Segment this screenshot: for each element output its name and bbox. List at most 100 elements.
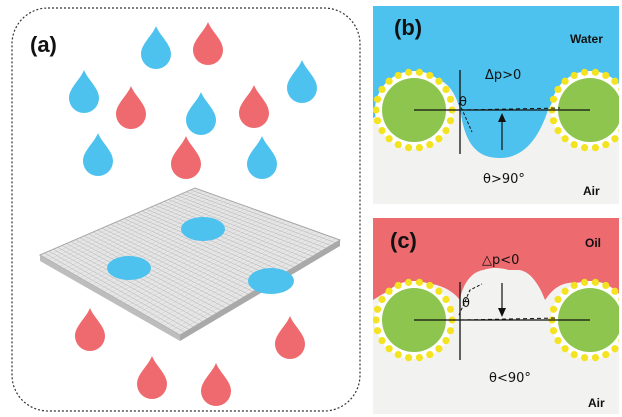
- nanoparticle: [602, 350, 610, 359]
- nanoparticle: [426, 281, 434, 290]
- weave-thread: [131, 221, 291, 308]
- nanoparticle: [385, 287, 393, 295]
- weave-thread: [181, 193, 327, 249]
- nanoparticle: [404, 68, 413, 76]
- weave-thread: [115, 216, 274, 299]
- dashed-line: [459, 317, 559, 321]
- mesh-edge-left: [40, 255, 180, 341]
- oil-droplet: [201, 363, 231, 406]
- weave-thread: [119, 217, 278, 301]
- water-label: Water: [570, 32, 603, 46]
- weave-thread: [123, 219, 283, 304]
- water-region: [373, 6, 619, 158]
- nanoparticle: [446, 305, 455, 313]
- weave-thread: [48, 250, 190, 330]
- nanoparticle: [591, 278, 600, 286]
- panel-c-label: (c): [390, 228, 417, 253]
- mesh-fabric: [38, 187, 342, 341]
- nanoparticle: [446, 327, 455, 335]
- weave-thread: [43, 189, 200, 258]
- weave-thread: [88, 233, 231, 306]
- oil-droplet: [171, 136, 201, 179]
- angle-condition-b: θ>90°: [483, 172, 525, 187]
- water-spot: [248, 268, 294, 294]
- weave-thread: [107, 213, 266, 295]
- oil-droplet: [275, 316, 305, 359]
- weave-thread: [127, 220, 287, 306]
- water-droplet: [247, 136, 277, 179]
- nanoparticle: [570, 281, 578, 290]
- nanoparticle: [404, 144, 413, 152]
- oil-droplet: [137, 356, 167, 399]
- dashed-line: [459, 107, 561, 111]
- nanoparticle: [580, 68, 589, 76]
- nanoparticle: [394, 281, 402, 290]
- weave-thread: [124, 218, 267, 284]
- nanoparticle: [442, 126, 450, 135]
- nanoparticle: [591, 68, 600, 76]
- nanoparticle: [385, 135, 393, 143]
- weave-thread: [44, 252, 185, 333]
- nanoparticle: [373, 117, 382, 125]
- weave-thread: [51, 192, 208, 263]
- nanoparticle: [602, 140, 610, 149]
- nanoparticle: [554, 85, 562, 94]
- weave-thread: [53, 249, 194, 328]
- nanoparticle: [611, 135, 619, 143]
- weave-thread: [66, 243, 208, 319]
- nanoparticle: [618, 297, 619, 302]
- nanoparticle: [618, 338, 619, 343]
- nanoparticle: [373, 327, 382, 335]
- nanoparticle: [415, 278, 424, 286]
- oil-droplet: [239, 85, 269, 128]
- nanoparticle: [435, 287, 443, 295]
- tangent-curve: [458, 283, 483, 316]
- nanoparticle: [554, 126, 562, 135]
- nanoparticle: [561, 77, 569, 85]
- weave-thread: [137, 212, 281, 276]
- weave-thread: [135, 223, 295, 311]
- nanoparticle: [570, 350, 578, 359]
- weave-thread: [186, 191, 331, 246]
- weave-thread: [190, 189, 336, 243]
- weave-thread: [147, 227, 307, 317]
- nanoparticle: [561, 345, 569, 353]
- nanoparticle: [446, 117, 455, 125]
- panel-b-label: (b): [394, 15, 422, 40]
- weave-thread: [70, 241, 213, 317]
- nanoparticle: [554, 336, 562, 345]
- nanoparticle: [378, 295, 386, 304]
- weave-thread: [151, 229, 312, 320]
- nanoparticle: [394, 71, 402, 80]
- nanoparticle: [378, 85, 386, 94]
- nanoparticle: [602, 71, 610, 80]
- nanoparticle: [426, 140, 434, 149]
- weave-thread: [67, 198, 225, 272]
- nanoparticle: [611, 345, 619, 353]
- nanoparticle: [618, 128, 619, 133]
- nanoparticle: [435, 345, 443, 353]
- weave-thread: [106, 226, 249, 295]
- weave-thread: [163, 233, 324, 327]
- water-droplet: [69, 70, 99, 113]
- angle-condition-c: θ<90°: [489, 371, 531, 386]
- nanoparticle: [415, 354, 424, 362]
- weave-thread: [167, 235, 328, 329]
- weave-thread: [79, 237, 222, 311]
- weave-thread: [146, 208, 290, 271]
- weave-thread: [84, 235, 226, 309]
- weave-thread: [128, 216, 272, 281]
- weave-thread: [159, 232, 320, 324]
- oil-droplet: [193, 22, 223, 65]
- weave-thread: [159, 203, 304, 262]
- nanoparticle: [385, 77, 393, 85]
- air-label-c: Air: [588, 396, 605, 410]
- nanoparticle: [394, 140, 402, 149]
- panel-a: (a): [11, 7, 361, 412]
- water-spot: [107, 256, 151, 280]
- weave-thread: [132, 214, 277, 279]
- nanoparticle: [378, 126, 386, 135]
- nanoparticle: [549, 117, 558, 125]
- arrow-head: [498, 308, 506, 317]
- nanoparticle: [561, 135, 569, 143]
